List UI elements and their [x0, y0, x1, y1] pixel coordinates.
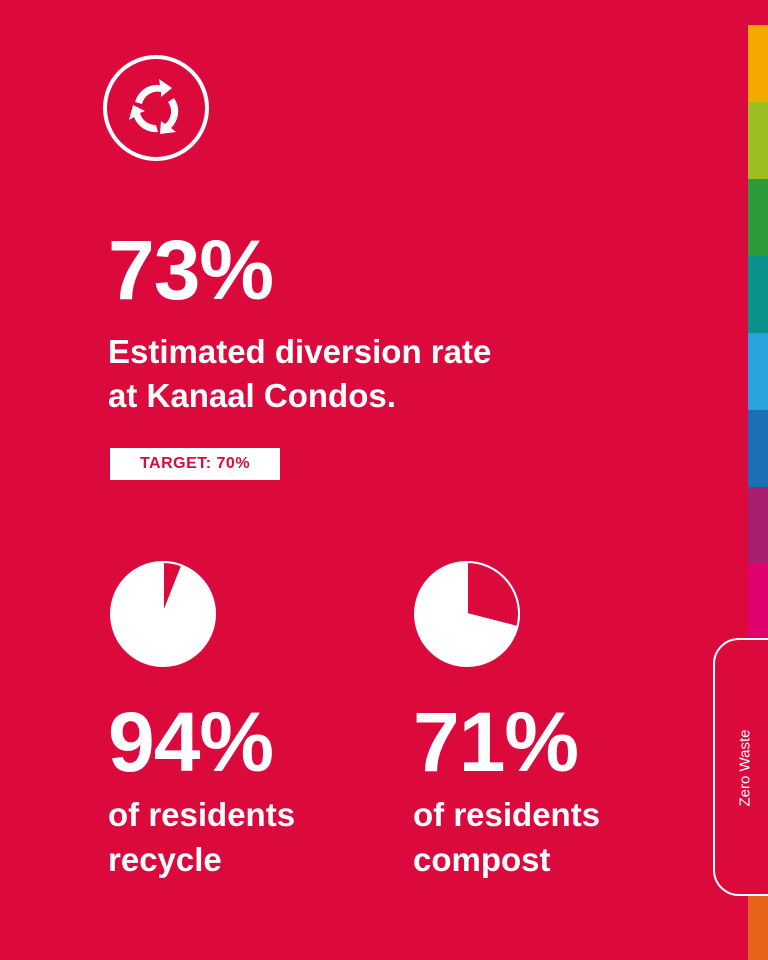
strip-segment [748, 25, 768, 102]
strip-segment [748, 487, 768, 564]
zero-waste-tab-label[interactable]: Zero Waste [736, 729, 754, 807]
description-line: of residents [413, 796, 601, 833]
strip-segment [748, 256, 768, 333]
compost-description: of residents compost [413, 792, 653, 882]
recycle-description: of residents recycle [108, 792, 348, 882]
strip-segment [748, 179, 768, 256]
recycle-percentage: 94% [108, 695, 274, 789]
pie-remainder-slice [466, 560, 520, 629]
diversion-rate-description: Estimated diversion rate at Kanaal Condo… [108, 330, 628, 418]
recycle-icon [103, 55, 209, 161]
strip-segment [748, 102, 768, 179]
description-line: of residents [108, 796, 296, 833]
description-line: compost [413, 841, 551, 878]
description-line: recycle [108, 841, 222, 878]
pie-remainder-slice [162, 560, 184, 615]
description-line: Estimated diversion rate [108, 333, 492, 370]
strip-segment [748, 410, 768, 487]
strip-segment [748, 564, 768, 641]
strip-segment [748, 333, 768, 410]
target-badge: TARGET: 70% [110, 448, 280, 480]
compost-percentage: 71% [413, 695, 579, 789]
recycle-pie-chart [110, 560, 216, 667]
zero-waste-tab[interactable] [713, 638, 768, 896]
description-line: at Kanaal Condos. [108, 377, 396, 414]
compost-pie-chart [414, 560, 520, 667]
diversion-rate-value: 73% [108, 223, 274, 317]
